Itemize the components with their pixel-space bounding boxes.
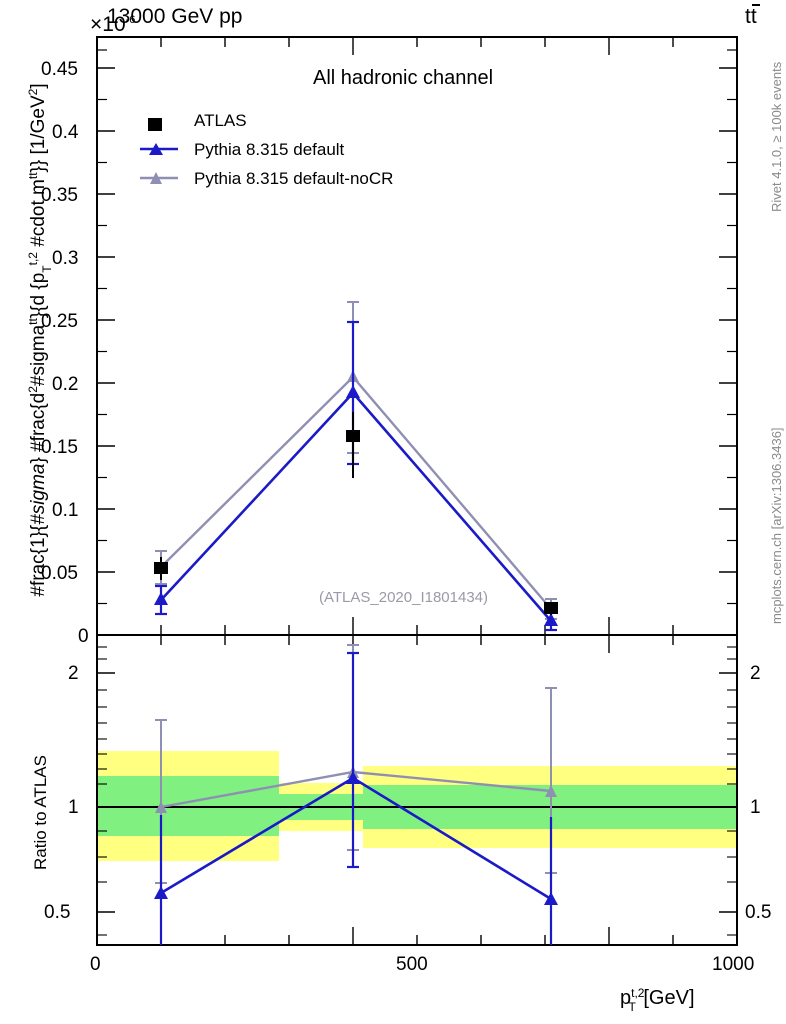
legend-marker-atlas	[148, 118, 162, 131]
process-label: tt	[745, 4, 760, 28]
ratio-ytick-2-right: 2	[750, 663, 761, 684]
main-ytick-045: 0.45	[41, 59, 78, 80]
main-ytick-025: 0.25	[41, 311, 78, 332]
xtick-500: 500	[396, 954, 428, 975]
main-x-axis-ticks	[160, 37, 674, 635]
legend-label-nocr: Pythia 8.315 default-noCR	[194, 169, 394, 188]
ratio-ytick-2-left: 2	[68, 663, 79, 684]
main-y-axis-minor-ticks	[97, 49, 737, 605]
ratio-errorbars-default	[159, 651, 553, 945]
xtick-1000: 1000	[712, 954, 755, 975]
svg-text:#frac{1}{#sigma} #frac{d2#sigm: #frac{1}{#sigma} #frac{d2#sigmatt}{d {pT…	[26, 83, 54, 596]
xlabel-sup-text: t,2	[631, 986, 645, 1000]
series-errorbars-atlas	[160, 412, 552, 615]
series-markers-atlas	[154, 430, 558, 614]
main-ytick-0: 0	[78, 626, 89, 647]
main-plot-panel	[96, 36, 738, 636]
xlabel: pt,2 T [GeV]	[620, 980, 780, 1020]
ratio-y-axis-ticks	[97, 672, 737, 913]
ratio-ytick-05-left: 0.5	[44, 902, 71, 923]
scale-label-exponent: -6	[125, 14, 136, 26]
svg-text:pt,2T [GeV]: pt,2 T [GeV]	[620, 986, 695, 1014]
ylabel-main: #frac{1}{#sigma} #frac{d2#sigmatt}{d {pT…	[0, 40, 80, 600]
ratio-ytick-05-right: 0.5	[745, 902, 772, 923]
ratio-markers-default	[154, 771, 558, 905]
overline-bar	[752, 4, 760, 6]
legend-marker-default	[140, 143, 178, 155]
process-label-text: tt	[745, 5, 757, 28]
legend-marker-nocr	[140, 172, 178, 184]
ratio-ytick-1-left: 1	[68, 797, 79, 818]
scale-label: ×10-6	[90, 14, 135, 35]
series-line-nocr	[160, 375, 552, 610]
scale-label-base: ×10	[90, 13, 126, 36]
series-errorbars-nocr	[155, 301, 557, 620]
xlabel-unit-text: [GeV]	[638, 987, 695, 1009]
series-markers-default	[154, 385, 558, 626]
legend-label-default: Pythia 8.315 default	[194, 140, 345, 159]
ylabel-ratio: Ratio to ATLAS	[31, 755, 50, 870]
main-ytick-01: 0.1	[52, 500, 79, 521]
subtitle: All hadronic channel	[313, 67, 494, 89]
main-ytick-04: 0.4	[52, 122, 79, 143]
xlabel-sub-text: T	[628, 1000, 636, 1014]
ratio-plot-panel	[0, 635, 786, 955]
series-errorbars-default	[155, 320, 557, 632]
main-ytick-03: 0.3	[52, 248, 79, 269]
main-ytick-005: 0.05	[41, 563, 78, 584]
series-markers-nocr	[155, 370, 557, 614]
legend-label-atlas: ATLAS	[194, 111, 247, 130]
legend	[140, 105, 480, 191]
beam-title: 13000 GeV pp	[107, 5, 243, 28]
ratio-ytick-1-right: 1	[750, 797, 761, 818]
series-line-default	[160, 391, 552, 622]
xlabel-base-text: p	[620, 987, 631, 1009]
main-ytick-015: 0.15	[41, 437, 78, 458]
ratio-y-axis-minor-ticks	[97, 646, 737, 936]
main-ytick-035: 0.35	[41, 185, 78, 206]
main-ytick-02: 0.2	[52, 374, 79, 395]
analysis-watermark: (ATLAS_2020_I1801434)	[319, 589, 489, 606]
xtick-0: 0	[90, 954, 101, 975]
